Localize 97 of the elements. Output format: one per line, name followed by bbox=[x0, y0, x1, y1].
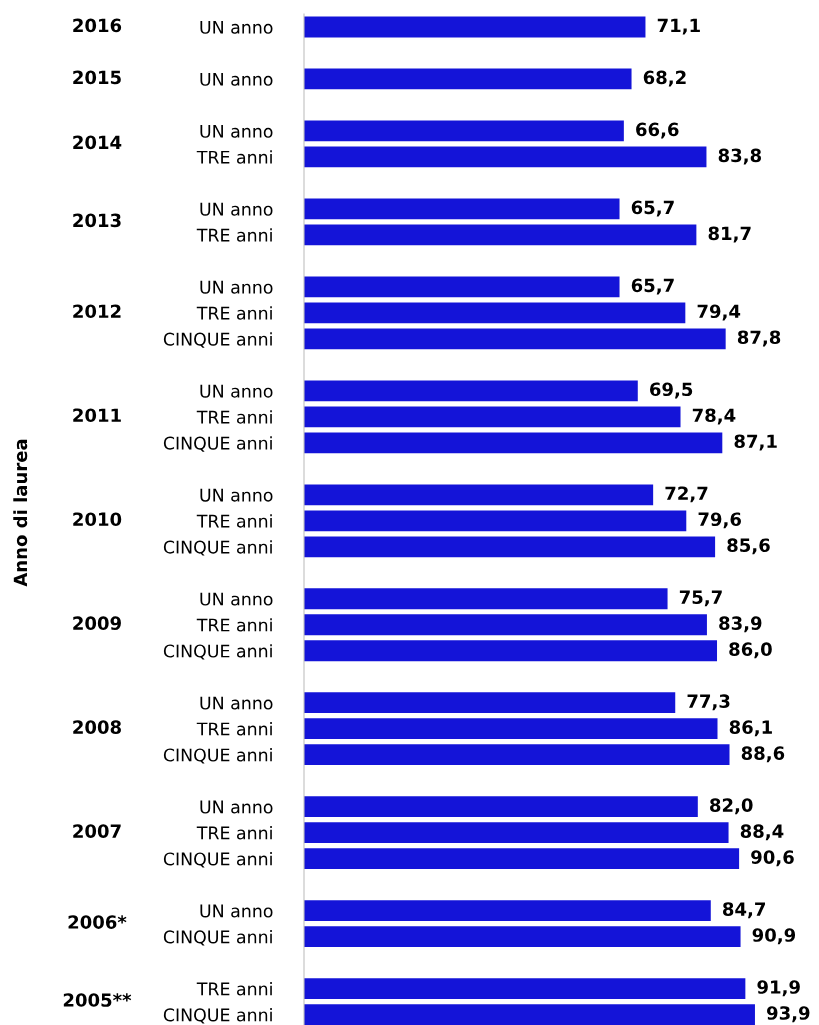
bar bbox=[304, 120, 624, 142]
data-label: 88,6 bbox=[741, 746, 785, 763]
data-label: 85,6 bbox=[727, 538, 770, 555]
y-tick-label: UN anno bbox=[200, 488, 273, 502]
bar bbox=[304, 614, 707, 636]
data-label: 87,1 bbox=[734, 434, 777, 451]
y-tick-label: UN anno bbox=[200, 384, 273, 398]
text: 2011 bbox=[73, 408, 121, 423]
y-tick-label: TRE anni bbox=[196, 722, 272, 736]
y-tick-label: UN anno bbox=[200, 696, 273, 710]
y-tick-label: UN anno bbox=[200, 280, 273, 294]
y-tick-label: UN anno bbox=[200, 904, 273, 918]
data-label: 88,4 bbox=[740, 824, 784, 841]
data-label: 86,0 bbox=[729, 642, 772, 659]
text: Anno di laurea bbox=[13, 439, 28, 587]
bar bbox=[304, 744, 730, 766]
bar bbox=[304, 536, 716, 558]
bar bbox=[304, 146, 707, 168]
y-tick-label: TRE anni bbox=[196, 826, 272, 840]
text: 2010 bbox=[73, 512, 122, 527]
data-label: 81,7 bbox=[708, 226, 751, 243]
data-label: 82,0 bbox=[710, 798, 753, 815]
data-label: 78,4 bbox=[692, 408, 736, 425]
bar bbox=[304, 484, 654, 506]
data-label: 83,9 bbox=[719, 616, 762, 633]
y-tick-label: CINQUE anni bbox=[163, 332, 272, 348]
data-label: 77,3 bbox=[687, 694, 730, 711]
bar bbox=[304, 640, 718, 662]
y-tick-label: UN anno bbox=[200, 202, 273, 216]
text: 2005** bbox=[63, 993, 132, 1007]
bar bbox=[304, 16, 646, 38]
y-tick-label: CINQUE anni bbox=[163, 852, 272, 868]
y-tick-label: TRE anni bbox=[196, 410, 272, 424]
y-tick-label: TRE anni bbox=[196, 982, 272, 996]
data-label: 65,7 bbox=[631, 278, 674, 295]
bar bbox=[304, 224, 697, 246]
y-tick-label: CINQUE anni bbox=[163, 436, 272, 452]
data-label: 68,2 bbox=[643, 70, 686, 87]
y-tick-label: TRE anni bbox=[196, 306, 272, 320]
data-label: 79,4 bbox=[697, 304, 741, 321]
bar bbox=[304, 432, 723, 454]
bar bbox=[304, 848, 740, 870]
bar bbox=[304, 198, 620, 220]
y-tick-label: CINQUE anni bbox=[163, 1008, 272, 1024]
data-label: 90,9 bbox=[752, 928, 796, 945]
text: 2007 bbox=[73, 824, 121, 838]
data-label: 71,1 bbox=[657, 18, 700, 35]
data-label: 87,8 bbox=[737, 330, 781, 347]
y-tick-label: UN anno bbox=[200, 72, 273, 86]
data-label: 79,6 bbox=[698, 512, 741, 529]
data-label: 84,7 bbox=[722, 902, 765, 919]
bar bbox=[304, 588, 668, 610]
y-tick-label: TRE anni bbox=[196, 514, 272, 528]
data-label: 91,9 bbox=[757, 980, 800, 997]
data-label: 66,6 bbox=[636, 122, 679, 139]
text: 2016 bbox=[73, 18, 122, 33]
text: 2014 bbox=[73, 135, 122, 150]
y-tick-label: UN anno bbox=[200, 20, 273, 34]
text: 2006* bbox=[68, 915, 127, 929]
bar bbox=[304, 978, 746, 1000]
bar bbox=[304, 302, 686, 324]
bar bbox=[304, 900, 711, 922]
bar bbox=[304, 510, 687, 532]
y-tick-label: UN anno bbox=[200, 592, 273, 606]
y-tick-label: CINQUE anni bbox=[163, 644, 272, 660]
bar bbox=[304, 718, 718, 740]
text: 2008 bbox=[73, 720, 121, 734]
y-tick-label: TRE anni bbox=[196, 618, 272, 632]
bar bbox=[304, 406, 681, 428]
data-label: 86,1 bbox=[729, 720, 772, 737]
text: 2015 bbox=[73, 70, 121, 85]
data-label: 75,7 bbox=[679, 590, 722, 607]
y-tick-label: CINQUE anni bbox=[163, 540, 272, 556]
bar bbox=[304, 380, 638, 402]
bar bbox=[304, 926, 741, 948]
bar bbox=[304, 68, 632, 90]
y-tick-label: UN anno bbox=[200, 124, 273, 138]
bar bbox=[304, 796, 698, 818]
data-label: 93,9 bbox=[767, 1006, 810, 1023]
text: 2012 bbox=[73, 304, 121, 319]
y-tick-label: TRE anni bbox=[196, 150, 272, 164]
y-tick-label: CINQUE anni bbox=[163, 930, 272, 946]
data-label: 65,7 bbox=[631, 200, 674, 217]
bar bbox=[304, 1004, 755, 1025]
bar bbox=[304, 328, 726, 350]
bar bbox=[304, 276, 620, 298]
data-label: 83,8 bbox=[718, 148, 761, 165]
y-tick-label: UN anno bbox=[200, 800, 273, 814]
y-tick-label: CINQUE anni bbox=[163, 748, 272, 764]
y-tick-label: TRE anni bbox=[196, 228, 272, 242]
text: 2009 bbox=[73, 616, 121, 630]
bar bbox=[304, 822, 729, 844]
bar bbox=[304, 692, 676, 714]
text: 2013 bbox=[73, 213, 121, 228]
data-label: 90,6 bbox=[751, 850, 794, 867]
data-label: 72,7 bbox=[665, 486, 708, 503]
data-label: 69,5 bbox=[650, 382, 693, 399]
